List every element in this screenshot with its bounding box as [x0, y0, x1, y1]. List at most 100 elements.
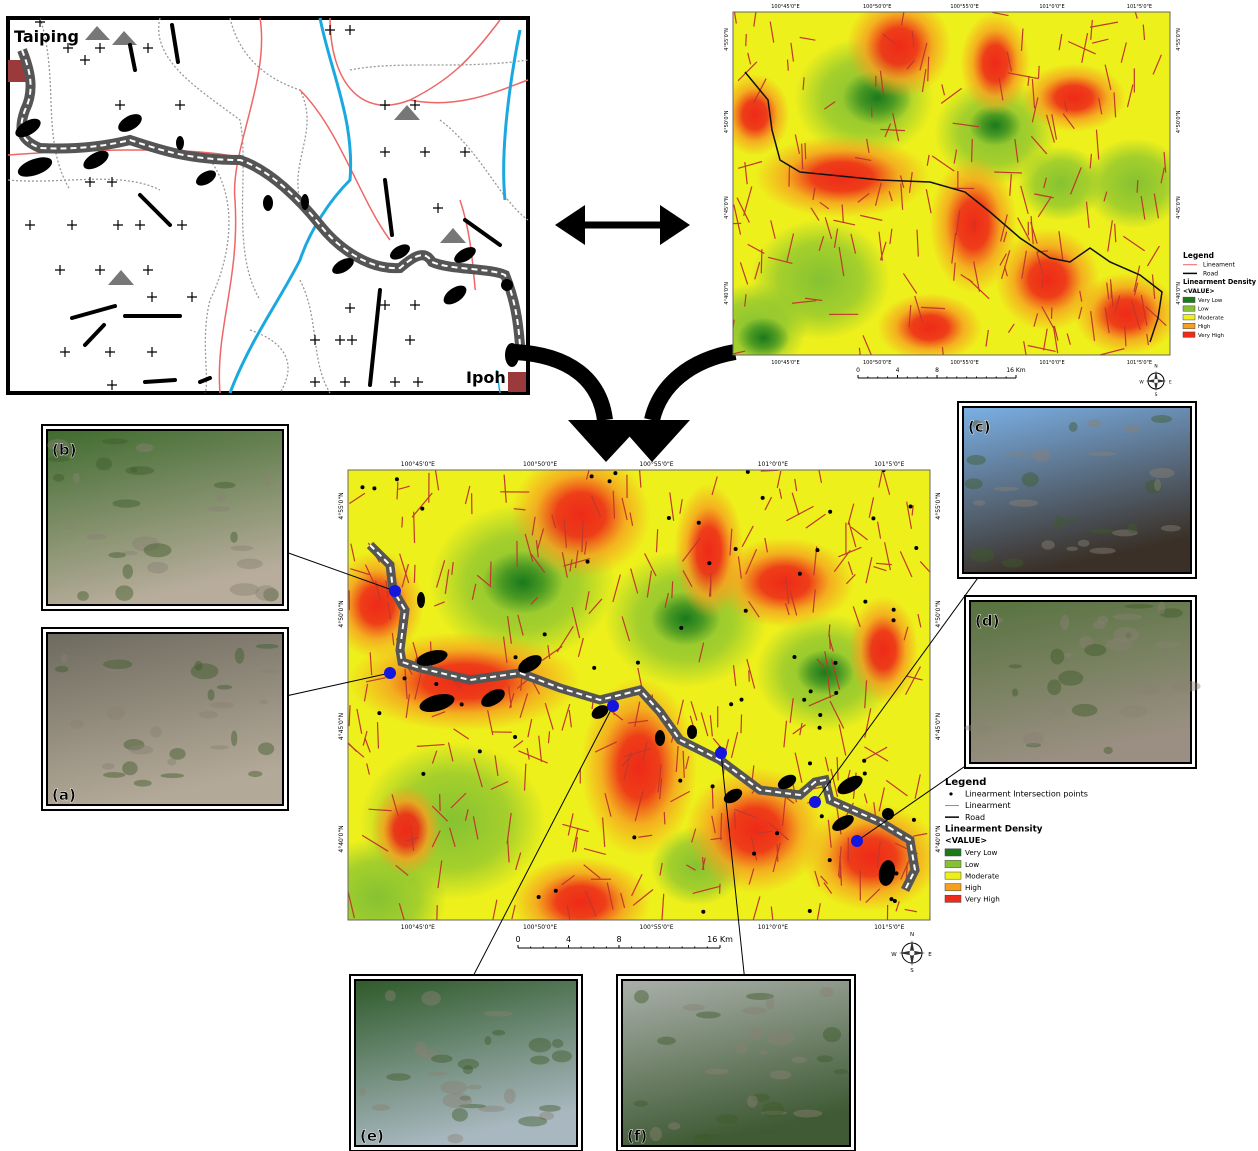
geology-map	[8, 17, 528, 393]
hot-zone	[720, 74, 790, 156]
lat-label: 4°50'0"N	[338, 600, 345, 627]
density-map: 100°45'0"E100°45'0"E100°50'0"E100°50'0"E…	[307, 452, 942, 957]
intersection-point	[632, 835, 636, 839]
intersection-point	[701, 910, 705, 914]
very-low-zone	[737, 317, 789, 358]
town-label: Taiping	[14, 27, 79, 46]
intersection-point	[554, 889, 558, 893]
lon-label: 101°0'0"E	[758, 461, 788, 468]
lon-label: 100°45'0"E	[771, 4, 799, 10]
arrow-heads	[568, 420, 690, 462]
merge-arrows	[515, 352, 735, 420]
intersection-point	[590, 474, 594, 478]
scale-label: 16 Km	[1006, 367, 1025, 374]
intersection-point	[740, 698, 744, 702]
intersection-point	[707, 561, 711, 565]
legend-class: Very High	[965, 895, 1000, 904]
legend-swatch	[1183, 297, 1195, 302]
photo-label: (e)	[360, 1127, 384, 1145]
scale-label: 0	[856, 367, 860, 374]
intersection-point	[798, 572, 802, 576]
outcrop	[687, 725, 697, 739]
legend-subtitle: Linearment Density	[1183, 278, 1257, 286]
intersection-point	[863, 771, 867, 775]
lon-label: 101°5'0"E	[1127, 360, 1152, 366]
lon-label: 101°5'0"E	[874, 461, 904, 468]
intersection-point	[914, 546, 918, 550]
lat-label: 4°40'0"N	[1176, 282, 1182, 305]
compass-label: W	[891, 952, 897, 958]
legend-title: Legend	[1183, 251, 1214, 260]
intersection-point	[828, 858, 832, 862]
town-label: Ipoh	[466, 368, 506, 387]
legend-title: Legend	[945, 777, 986, 788]
legend-value: <VALUE>	[1183, 288, 1215, 295]
lon-label: 100°45'0"E	[401, 461, 435, 468]
hot-zone	[511, 857, 651, 947]
legend-swatch	[945, 860, 961, 867]
intersection-point	[862, 759, 866, 763]
legend-class: Low	[965, 860, 979, 869]
lon-label: 100°50'0"E	[523, 924, 557, 931]
legend-class: High	[1198, 324, 1210, 330]
intersection-point	[828, 510, 832, 514]
intersection-point	[818, 726, 822, 730]
intersection-point	[818, 713, 822, 717]
lat-label: 4°50'0"N	[1176, 110, 1182, 133]
sample-site	[384, 667, 396, 679]
sample-site	[851, 835, 863, 847]
intersection-point	[912, 818, 916, 822]
intersection-point	[514, 655, 518, 659]
legend-swatch	[945, 849, 961, 856]
compass-label: W	[1139, 379, 1144, 385]
intersection-point	[863, 600, 867, 604]
double-arrow	[555, 205, 690, 245]
photo: (e)	[350, 975, 582, 1151]
legend: LegendLinearment Intersection pointsLine…	[945, 777, 1088, 904]
intersection-point	[889, 897, 893, 901]
legend-dot	[949, 792, 952, 795]
lat-label: 4°50'0"N	[935, 600, 942, 627]
intersection-point	[592, 666, 596, 670]
compass-label: N	[910, 932, 914, 938]
sample-site	[389, 585, 401, 597]
intersection-point	[678, 779, 682, 783]
legend: LegendLineamentRoadLinearment Density<VA…	[1183, 251, 1257, 339]
lat-label: 4°55'0"N	[1176, 28, 1182, 51]
legend-class: Very High	[1198, 333, 1224, 339]
intersection-point	[372, 486, 376, 490]
scale-label: 16 Km	[707, 935, 733, 944]
intersection-point	[775, 831, 779, 835]
intersection-point	[729, 702, 733, 706]
photo-label: (b)	[52, 441, 76, 459]
photo-label: (a)	[52, 786, 76, 804]
scale-label: 0	[515, 935, 520, 944]
intersection-point	[537, 895, 541, 899]
lat-label: 4°55'0"N	[724, 28, 730, 51]
compass-label: E	[928, 952, 932, 958]
intersection-point	[636, 661, 640, 665]
hot-zone	[674, 484, 744, 619]
legend-swatch	[945, 872, 961, 879]
intersection-point	[421, 772, 425, 776]
intersection-point	[871, 516, 875, 520]
intersection-point	[608, 479, 612, 483]
photo: (d)	[964, 596, 1200, 768]
legend-subtitle: Linearment Density	[945, 824, 1043, 834]
legend-item: Road	[1203, 270, 1218, 277]
photo-image	[47, 633, 283, 805]
intersection-point	[460, 702, 464, 706]
scale-bar: 04816 Km	[515, 935, 733, 948]
intersection-point	[434, 682, 438, 686]
outcrop	[655, 730, 665, 746]
photo: (b)	[42, 425, 288, 610]
photo: (f)	[617, 975, 855, 1151]
legend-swatch	[1183, 332, 1195, 337]
intersection-point	[808, 761, 812, 765]
legend-class: Moderate	[1198, 315, 1224, 321]
lat-label: 4°45'0"N	[935, 713, 942, 740]
lon-label: 101°0'0"E	[1039, 4, 1064, 10]
hot-zone	[960, 12, 1030, 115]
lon-label: 100°55'0"E	[950, 4, 978, 10]
